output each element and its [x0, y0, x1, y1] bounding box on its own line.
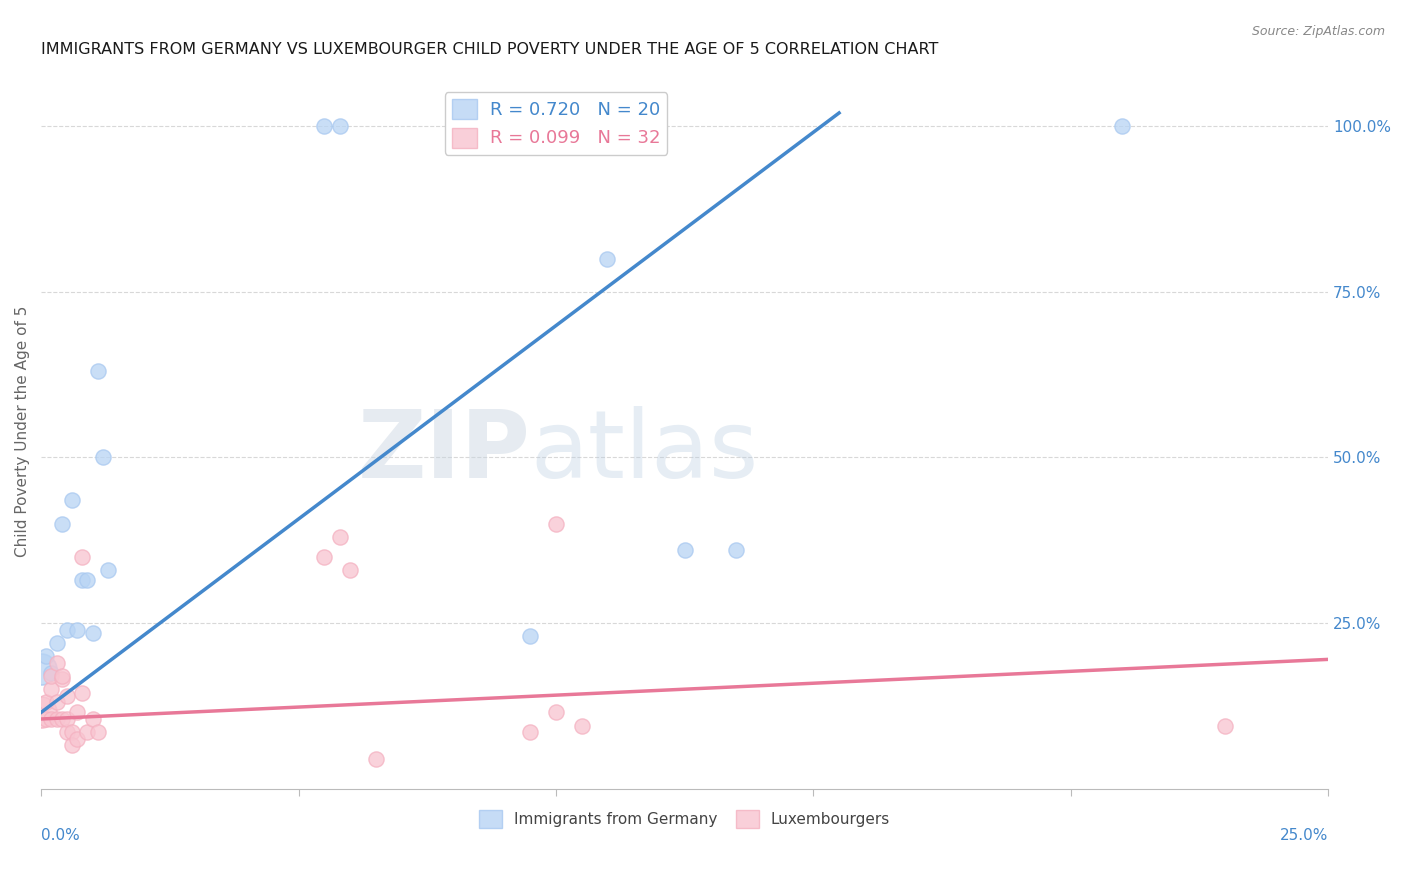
Point — [72, 685, 94, 699]
Point — [56, 689, 79, 703]
Point — [544, 516, 567, 531]
Point — [60, 739, 83, 753]
Point — [673, 543, 696, 558]
Text: Source: ZipAtlas.com: Source: ZipAtlas.com — [1251, 25, 1385, 38]
Point — [51, 669, 73, 683]
Text: atlas: atlas — [530, 407, 758, 499]
Point — [82, 626, 104, 640]
Point — [97, 563, 120, 577]
Point — [41, 712, 63, 726]
Legend: Immigrants from Germany, Luxembourgers: Immigrants from Germany, Luxembourgers — [472, 804, 897, 835]
Point — [519, 725, 541, 739]
Point — [91, 450, 114, 465]
Point — [45, 636, 67, 650]
Point — [56, 623, 79, 637]
Point — [60, 493, 83, 508]
Point — [51, 516, 73, 531]
Point — [314, 119, 336, 133]
Point — [51, 672, 73, 686]
Point — [45, 656, 67, 670]
Point — [30, 706, 52, 720]
Point — [35, 712, 58, 726]
Point — [51, 712, 73, 726]
Y-axis label: Child Poverty Under the Age of 5: Child Poverty Under the Age of 5 — [15, 305, 30, 557]
Point — [41, 669, 63, 683]
Point — [56, 712, 79, 726]
Point — [56, 725, 79, 739]
Point — [35, 695, 58, 709]
Point — [60, 725, 83, 739]
Point — [1213, 718, 1236, 732]
Point — [30, 662, 52, 676]
Point — [725, 543, 748, 558]
Text: 25.0%: 25.0% — [1279, 828, 1329, 843]
Point — [596, 252, 619, 266]
Point — [76, 573, 98, 587]
Point — [364, 752, 387, 766]
Point — [87, 364, 110, 378]
Point — [329, 119, 352, 133]
Point — [1111, 119, 1133, 133]
Point — [72, 573, 94, 587]
Point — [35, 649, 58, 664]
Point — [519, 629, 541, 643]
Text: IMMIGRANTS FROM GERMANY VS LUXEMBOURGER CHILD POVERTY UNDER THE AGE OF 5 CORRELA: IMMIGRANTS FROM GERMANY VS LUXEMBOURGER … — [41, 42, 938, 57]
Point — [82, 712, 104, 726]
Text: ZIP: ZIP — [357, 407, 530, 499]
Point — [76, 725, 98, 739]
Point — [72, 549, 94, 564]
Point — [314, 549, 336, 564]
Point — [66, 623, 89, 637]
Point — [571, 718, 593, 732]
Point — [339, 563, 361, 577]
Point — [66, 706, 89, 720]
Point — [87, 725, 110, 739]
Point — [544, 706, 567, 720]
Text: 0.0%: 0.0% — [41, 828, 80, 843]
Point — [41, 665, 63, 680]
Point — [66, 731, 89, 746]
Point — [329, 530, 352, 544]
Point — [41, 682, 63, 697]
Point — [45, 695, 67, 709]
Point — [45, 712, 67, 726]
